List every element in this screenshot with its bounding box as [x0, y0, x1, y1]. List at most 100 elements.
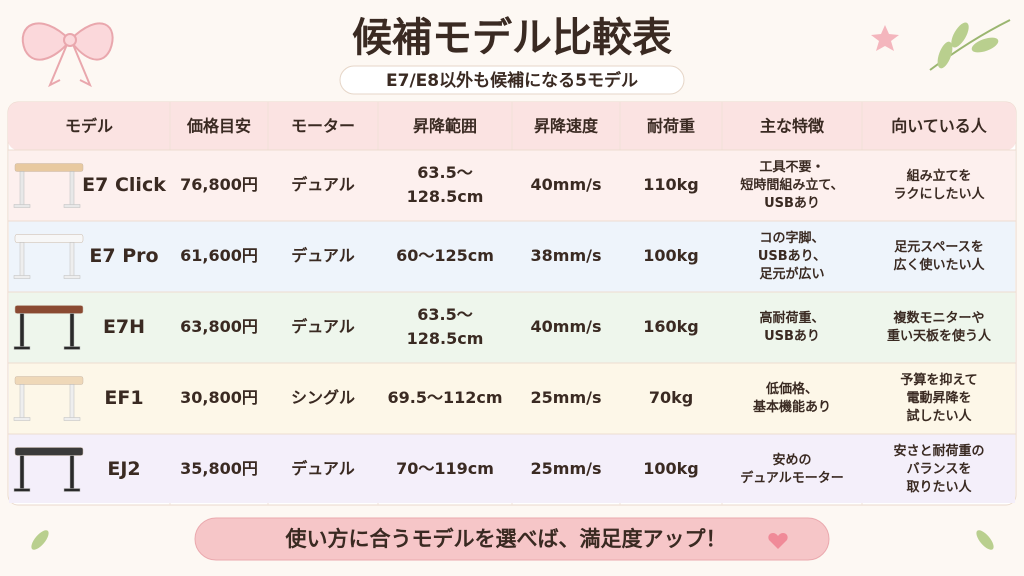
column-header: 主な特徴 [760, 117, 825, 136]
cell-text: 安さと耐荷重の [893, 443, 984, 459]
cell-text: 35,800円 [180, 459, 258, 478]
cell-text: デュアルモーター [740, 470, 844, 486]
desk-leg [19, 313, 25, 348]
row-background [9, 221, 1015, 292]
cell-text: 61,600円 [180, 246, 258, 265]
cell-text: 63.5〜 [417, 305, 472, 324]
desk-leg [19, 242, 25, 277]
cell-text: 25mm/s [531, 459, 602, 478]
cell-text: 100kg [643, 246, 699, 265]
cell-text: 128.5cm [407, 329, 484, 348]
desk-icon [13, 163, 84, 208]
cell-text: 69.5〜112cm [387, 388, 502, 407]
cell-text: 組み立てを [907, 168, 972, 184]
desk-leg [69, 171, 75, 206]
cell-text: 高耐荷重、 [759, 310, 824, 326]
cell-text: 試したい人 [906, 408, 972, 424]
cell-text: 100kg [643, 459, 699, 478]
footer-banner [194, 517, 830, 561]
cell-text: 70kg [649, 388, 693, 407]
cell-text: 40mm/s [531, 175, 602, 194]
cell-text: デュアル [291, 317, 355, 336]
desk-foot [13, 346, 31, 350]
desk-foot [13, 488, 31, 492]
cell-text: 足元スペースを [894, 240, 983, 255]
cell-text: 160kg [643, 317, 699, 336]
column-header: モーター [291, 117, 355, 136]
cell-text: デュアル [291, 175, 355, 194]
cell-text: デュアル [291, 246, 355, 265]
cell-text: 110kg [643, 175, 699, 194]
desk-foot [63, 275, 81, 279]
table: モデル 価格目安 モーター 昇降範囲 昇降速度 耐荷重 主な特徴 向いている人 E7 Click… [8, 102, 1016, 505]
cell-text: 25mm/s [531, 388, 602, 407]
footer-message: 使い方に合うモデルを選べば、満足度アップ！ [285, 527, 727, 551]
desk-leg [69, 455, 75, 490]
desk-foot [13, 204, 31, 208]
column-header: モデル [65, 117, 113, 136]
desk-leg [19, 455, 25, 490]
cell-text: 63,800円 [180, 317, 258, 336]
column-header: 昇降範囲 [413, 117, 477, 136]
desk-top [14, 376, 84, 385]
star-decoration [871, 25, 899, 51]
cell-text: 電動昇降を [906, 390, 971, 406]
model-name: E7 Click [82, 174, 166, 196]
cell-text: 76,800円 [180, 175, 258, 194]
leaf-decoration [31, 19, 1011, 550]
cell-text: 基本機能あり [752, 399, 831, 415]
desk-foot [63, 488, 81, 492]
cell-text: USBあり、 [758, 249, 826, 264]
cell-text: 30,800円 [180, 388, 258, 407]
column-header: 価格目安 [186, 117, 251, 136]
bow-decoration [21, 22, 114, 88]
desk-top [14, 234, 84, 243]
desk-icon [13, 234, 84, 279]
desk-top [14, 447, 84, 456]
desk-icon [13, 447, 84, 492]
cell-text: 重い天板を使う人 [887, 328, 992, 344]
cell-text: 短時間組み立て、 [740, 177, 843, 193]
desk-leg [19, 171, 25, 206]
cell-text: 40mm/s [531, 317, 602, 336]
desk-icon [13, 305, 84, 350]
cell-text: コの字脚、 [759, 230, 824, 246]
cell-text: 工具不要・ [759, 160, 824, 175]
desk-leg [19, 384, 25, 419]
cell-text: 取りたい人 [906, 479, 972, 495]
title: 候補モデル比較表 [352, 15, 672, 61]
cell-text: 低価格、 [765, 381, 818, 397]
cell-text: ラクにしたい人 [893, 186, 985, 202]
desk-top [14, 163, 84, 172]
desk-foot [63, 204, 81, 208]
row-background [9, 292, 1015, 363]
desk-foot [13, 417, 31, 421]
desk-foot [13, 275, 31, 279]
desk-icon [13, 376, 84, 421]
model-name: EJ2 [107, 458, 140, 480]
cell-text: USBあり [764, 329, 820, 344]
cell-text: 足元が広い [759, 266, 824, 282]
desk-leg [69, 242, 75, 277]
cell-text: バランスを [907, 462, 972, 477]
cell-text: 予算を抑えて [900, 372, 977, 388]
column-header: 向いている人 [891, 117, 988, 136]
cell-text: 128.5cm [407, 187, 484, 206]
row-background [9, 150, 1015, 221]
cell-text: 安めの [772, 452, 811, 468]
subtitle-pill [339, 65, 685, 95]
column-header: 昇降速度 [534, 117, 599, 136]
subtitle: E7/E8以外も候補になる5モデル [386, 70, 638, 91]
cell-text: シングル [291, 388, 355, 407]
desk-leg [69, 313, 75, 348]
desk-foot [63, 417, 81, 421]
cell-text: デュアル [291, 459, 355, 478]
cell-text: 70〜119cm [396, 459, 494, 478]
row-background [9, 363, 1015, 434]
model-name: EF1 [104, 387, 143, 409]
cell-text: 38mm/s [531, 246, 602, 265]
desk-leg [69, 384, 75, 419]
desk-top [14, 305, 84, 314]
